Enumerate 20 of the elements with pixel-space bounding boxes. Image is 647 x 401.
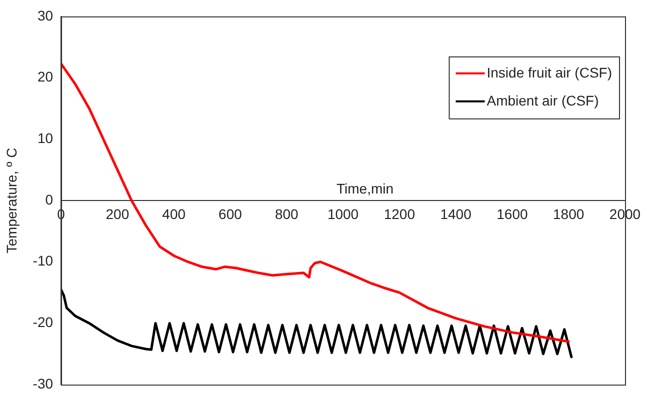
y-tick-label: 20	[37, 68, 54, 85]
x-tick-label: 1200	[384, 206, 416, 222]
y-tick-label: -30	[32, 375, 54, 392]
y-axis-title: Temperature, º C	[3, 148, 20, 254]
x-tick-label: 600	[218, 206, 242, 222]
x-tick-label: 1000	[327, 206, 359, 222]
x-tick-label: 1400	[440, 206, 472, 222]
x-tick-label: 1800	[553, 206, 584, 222]
y-tick-label: 30	[37, 7, 54, 24]
x-tick-label: 800	[274, 206, 299, 222]
x-tick-label: 1600	[496, 206, 528, 222]
y-tick-label: 0	[45, 191, 54, 208]
y-tick-label: -20	[32, 314, 54, 330]
y-tick-label: -10	[32, 252, 54, 269]
y-tick-label: 10	[37, 130, 54, 146]
x-tick-label: 200	[106, 206, 130, 222]
legend-label: Inside fruit air (CSF)	[486, 64, 612, 80]
legend-label: Ambient air (CSF)	[486, 92, 599, 108]
x-axis-title: Time,min	[336, 180, 394, 196]
x-tick-label: 400	[162, 206, 186, 222]
